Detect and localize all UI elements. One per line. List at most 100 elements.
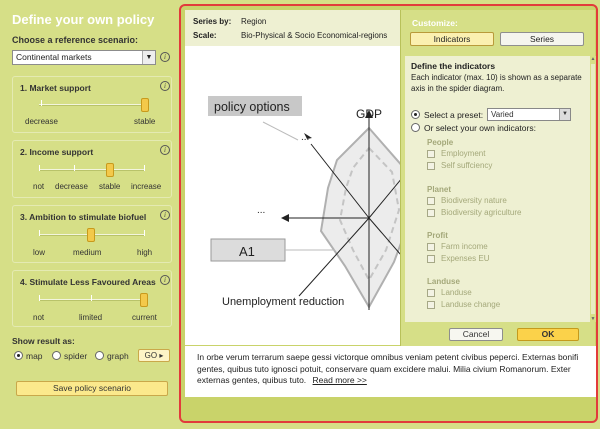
slider-label: high bbox=[137, 248, 153, 257]
scroll-thumb[interactable] bbox=[591, 64, 595, 314]
biofuel-box: 3. Ambition to stimulate biofuel low med… bbox=[12, 205, 172, 263]
tab-indicators[interactable]: Indicators bbox=[410, 32, 494, 46]
less-favoured-areas-thumb[interactable] bbox=[140, 293, 148, 307]
checkbox-label: Farm income bbox=[441, 242, 488, 251]
customize-panel: Customize: Indicators Series Define the … bbox=[400, 10, 596, 346]
slider-tick bbox=[144, 165, 145, 171]
slider-label: not bbox=[33, 313, 45, 322]
info-icon[interactable]: i bbox=[160, 210, 170, 220]
unemployment-label: Unemployment reduction bbox=[222, 296, 344, 308]
radio-own[interactable] bbox=[411, 123, 420, 132]
indicators-scrollbar[interactable]: ▲ ▼ bbox=[590, 56, 596, 322]
info-icon[interactable]: i bbox=[160, 145, 170, 155]
income-support-thumb[interactable] bbox=[106, 163, 114, 177]
description-text: In orbe verum terrarum saepe gessi victo… bbox=[197, 352, 579, 385]
checkbox-farm-income[interactable] bbox=[427, 243, 435, 251]
slider-tick bbox=[74, 165, 75, 171]
radio-spider-label: spider bbox=[64, 351, 88, 361]
info-icon[interactable]: i bbox=[160, 81, 170, 91]
less-favoured-areas-title: 4. Stimulate Less Favoured Areas bbox=[20, 277, 156, 287]
checkbox-biodiversity-nature[interactable] bbox=[427, 197, 435, 205]
ok-button[interactable]: OK bbox=[517, 328, 579, 341]
checkbox-label: Landuse bbox=[441, 288, 472, 297]
checkbox-label: Employment bbox=[441, 149, 486, 158]
axis-left-arrow bbox=[281, 214, 289, 222]
checkbox-label: Biodiversity nature bbox=[441, 196, 507, 205]
slider-tick bbox=[39, 230, 40, 236]
chevron-down-icon: ▼ bbox=[559, 109, 570, 120]
radio-preset[interactable] bbox=[411, 110, 420, 119]
group-people: People bbox=[427, 138, 454, 147]
define-indicators-text: Each indicator (max. 10) is shown as a s… bbox=[411, 73, 582, 93]
slider-label: limited bbox=[79, 313, 103, 322]
radio-map[interactable] bbox=[14, 351, 23, 360]
slider-label: low bbox=[33, 248, 46, 257]
radio-graph[interactable] bbox=[95, 351, 104, 360]
show-result-label: Show result as: bbox=[12, 336, 75, 346]
checkbox-landuse-change[interactable] bbox=[427, 301, 435, 309]
slider-tick bbox=[39, 295, 40, 301]
description-panel: In orbe verum terrarum saepe gessi victo… bbox=[185, 346, 596, 397]
axis-ellipsis: ... bbox=[257, 205, 265, 216]
slider-label: medium bbox=[73, 248, 102, 257]
less-favoured-areas-box: 4. Stimulate Less Favoured Areas not lim… bbox=[12, 270, 172, 327]
customize-title: Customize: bbox=[412, 18, 458, 28]
axis-upper-left-arrow bbox=[304, 133, 312, 139]
biofuel-title: 3. Ambition to stimulate biofuel bbox=[20, 212, 147, 222]
define-indicators-title: Define the indicators bbox=[411, 61, 496, 71]
spider-diagram: policy options GDP ... ... A1 bbox=[208, 96, 416, 310]
indicators-panel: Define the indicators Each indicator (ma… bbox=[405, 56, 592, 322]
slider-label: current bbox=[132, 313, 157, 322]
policy-options-box bbox=[208, 96, 302, 116]
checkbox-label: Landuse change bbox=[441, 300, 501, 309]
scale-label: Scale: bbox=[193, 31, 217, 40]
biofuel-thumb[interactable] bbox=[87, 228, 95, 242]
group-landuse: Landuse bbox=[427, 277, 460, 286]
tab-series[interactable]: Series bbox=[500, 32, 584, 46]
axis-upper-left bbox=[310, 143, 370, 219]
slider-label: stable bbox=[134, 117, 156, 126]
preset-label: Select a preset: bbox=[424, 110, 484, 120]
save-policy-button[interactable]: Save policy scenario bbox=[16, 381, 168, 396]
checkbox-label: Self suffciency bbox=[441, 161, 493, 170]
market-support-title: 1. Market support bbox=[20, 83, 91, 93]
info-icon[interactable]: i bbox=[160, 275, 170, 285]
chevron-down-icon: ▼ bbox=[142, 51, 155, 64]
slider-tick bbox=[41, 100, 42, 106]
radio-graph-label: graph bbox=[107, 351, 129, 361]
radio-spider[interactable] bbox=[52, 351, 61, 360]
less-favoured-areas-track[interactable] bbox=[39, 299, 145, 301]
checkbox-biodiversity-agriculture[interactable] bbox=[427, 209, 435, 217]
group-profit: Profit bbox=[427, 231, 448, 240]
axis-lower-left bbox=[298, 217, 370, 297]
checkbox-self-sufficiency[interactable] bbox=[427, 162, 435, 170]
checkbox-expenses-eu[interactable] bbox=[427, 255, 435, 263]
income-support-track[interactable] bbox=[39, 169, 145, 171]
cancel-button[interactable]: Cancel bbox=[449, 328, 503, 341]
scroll-up-icon[interactable]: ▲ bbox=[590, 56, 596, 62]
series-by-value: Region bbox=[241, 17, 267, 26]
policy-options-label: policy options bbox=[214, 100, 290, 114]
info-icon[interactable]: i bbox=[160, 52, 170, 62]
slider-label: not bbox=[33, 182, 45, 191]
market-support-thumb[interactable] bbox=[141, 98, 149, 112]
preset-select[interactable]: Varied ▼ bbox=[487, 108, 571, 121]
market-support-box: 1. Market support decrease stable bbox=[12, 76, 172, 133]
reference-scenario-select[interactable]: Continental markets ▼ bbox=[12, 50, 156, 65]
checkbox-landuse[interactable] bbox=[427, 289, 435, 297]
scroll-down-icon[interactable]: ▼ bbox=[590, 316, 596, 322]
checkbox-employment[interactable] bbox=[427, 150, 435, 158]
policy-sidebar: Define your own policy Choose a referenc… bbox=[0, 0, 178, 429]
own-indicators-label: Or select your own indicators: bbox=[424, 123, 536, 133]
scale-value: Bio-Physical & Socio Economical-regions bbox=[241, 31, 388, 40]
checkbox-label: Biodiversity agriculture bbox=[441, 208, 522, 217]
go-button[interactable]: GO ▸ bbox=[138, 349, 170, 362]
slider-label: decrease bbox=[55, 182, 88, 191]
read-more-link[interactable]: Read more >> bbox=[312, 375, 367, 385]
slider-tick bbox=[91, 295, 92, 301]
market-support-track[interactable] bbox=[39, 104, 143, 106]
income-support-box: 2. Income support not decrease stable in… bbox=[12, 140, 172, 198]
slider-label: stable bbox=[99, 182, 121, 191]
spider-chart-area: policy options GDP ... ... A1 bbox=[185, 10, 416, 345]
series-header: Series by: Region Scale: Bio-Physical & … bbox=[185, 10, 400, 46]
